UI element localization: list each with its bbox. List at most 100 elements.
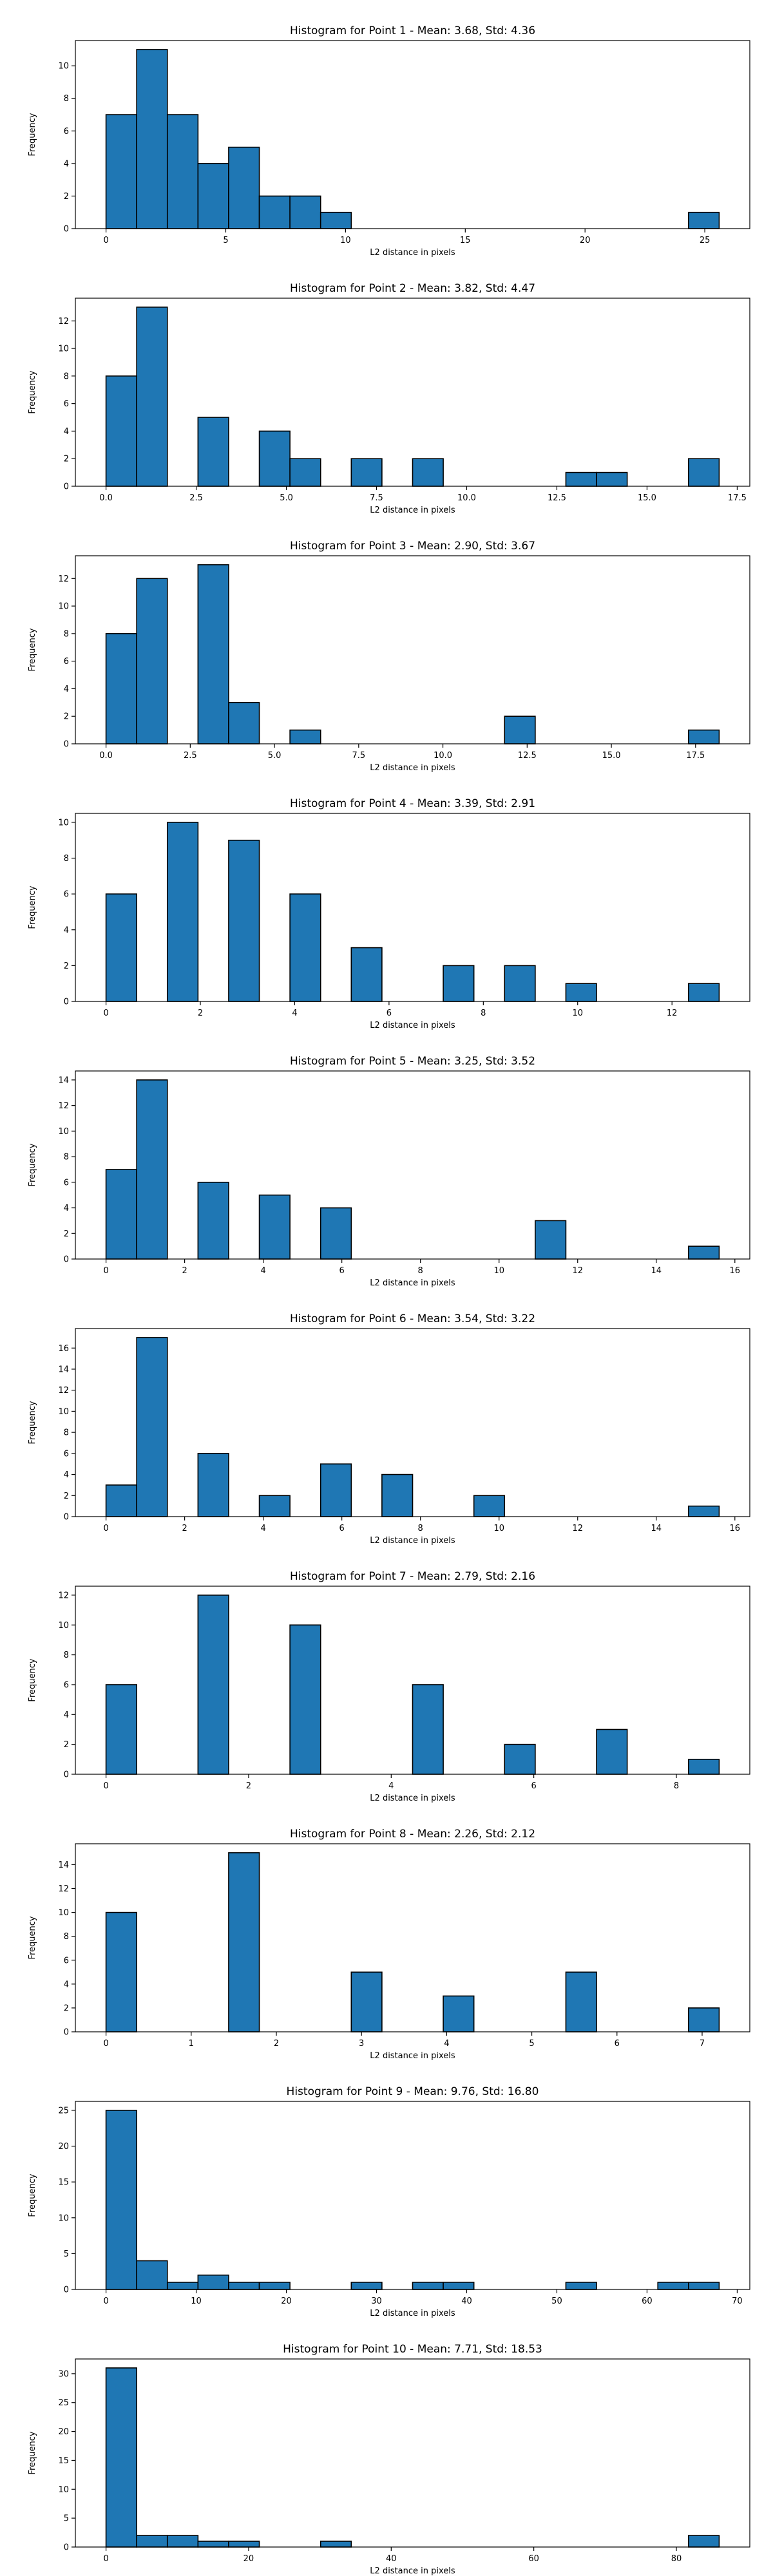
histogram-bar — [688, 729, 720, 744]
histogram-bar — [105, 1169, 137, 1260]
x-tick-label: 12 — [667, 1009, 678, 1018]
histogram-bar — [136, 1079, 168, 1260]
chart-title: Histogram for Point 7 - Mean: 2.79, Std:… — [290, 1570, 535, 1583]
x-tick-label: 6 — [531, 1781, 537, 1791]
histogram-bar — [565, 983, 597, 1002]
y-tick-label: 8 — [64, 629, 69, 639]
plot-frame — [75, 555, 750, 744]
y-tick-label: 6 — [64, 890, 69, 900]
histogram-bar — [688, 2007, 720, 2032]
y-tick-label: 20 — [58, 2427, 69, 2437]
plot-frame — [75, 40, 750, 229]
x-axis-label: L2 distance in pixels — [370, 248, 455, 258]
chart-title: Histogram for Point 4 - Mean: 3.39, Std:… — [290, 797, 535, 810]
histogram-bar — [197, 417, 229, 487]
x-tick-label: 4 — [261, 1266, 266, 1276]
histogram-bar — [105, 2367, 137, 2548]
y-axis-label: Frequency — [28, 2431, 37, 2474]
histogram-bar — [320, 2541, 352, 2548]
y-tick-label: 10 — [58, 345, 69, 354]
x-tick-label: 10 — [493, 1524, 504, 1533]
histogram-bar — [228, 146, 260, 229]
histogram-bar — [105, 1911, 137, 2032]
x-tick-label: 6 — [386, 1009, 392, 1018]
histogram-bar — [289, 458, 321, 487]
histogram-bar — [443, 1995, 475, 2032]
y-tick-label: 6 — [64, 657, 69, 667]
y-tick-label: 15 — [58, 2178, 69, 2188]
y-tick-label: 14 — [58, 1365, 69, 1374]
plot-frame — [75, 298, 750, 487]
y-axis-label: Frequency — [28, 1916, 37, 1959]
x-tick-label: 0 — [103, 2554, 108, 2564]
y-tick-label: 5 — [64, 2249, 69, 2259]
chart-title: Histogram for Point 8 - Mean: 2.26, Std:… — [290, 1828, 535, 1841]
y-tick-label: 16 — [58, 1344, 69, 1354]
plot-frame — [75, 1328, 750, 1517]
x-tick-label: 6 — [339, 1266, 345, 1276]
histogram-bar — [136, 49, 168, 229]
y-axis-label: Frequency — [28, 628, 37, 671]
histogram-bar — [565, 1971, 597, 2032]
y-tick-label: 0 — [64, 1513, 69, 1522]
y-tick-label: 14 — [58, 1075, 69, 1085]
x-tick-label: 15.0 — [602, 751, 621, 761]
histogram-bar — [105, 375, 137, 487]
y-tick-label: 4 — [64, 1980, 69, 1989]
chart-title: Histogram for Point 9 - Mean: 9.76, Std:… — [287, 2085, 539, 2098]
x-axis-label: L2 distance in pixels — [370, 2051, 455, 2061]
x-tick-label: 0 — [103, 1524, 108, 1533]
chart-title: Histogram for Point 1 - Mean: 3.68, Std:… — [290, 24, 535, 37]
x-tick-label: 4 — [388, 1781, 394, 1791]
y-tick-label: 12 — [58, 317, 69, 327]
histogram-bar — [688, 983, 720, 1002]
histogram-bar — [504, 1743, 536, 1775]
y-tick-label: 2 — [64, 1740, 69, 1750]
x-tick-label: 60 — [528, 2554, 539, 2564]
y-axis-label: Frequency — [28, 113, 37, 156]
histogram-bar — [166, 822, 199, 1002]
y-tick-label: 6 — [64, 1956, 69, 1965]
y-tick-label: 2 — [64, 192, 69, 202]
histogram-bar — [657, 2282, 689, 2290]
y-tick-label: 2 — [64, 1229, 69, 1239]
y-tick-label: 4 — [64, 685, 69, 694]
histogram-bar — [350, 1971, 383, 2032]
histogram-bar — [688, 1505, 720, 1517]
histogram-bar — [565, 471, 597, 487]
y-tick-label: 12 — [58, 1101, 69, 1111]
histogram-bar — [197, 564, 229, 744]
y-tick-label: 0 — [64, 2286, 69, 2295]
histogram-bar — [289, 893, 321, 1002]
x-tick-label: 60 — [642, 2297, 653, 2306]
y-tick-label: 8 — [64, 854, 69, 864]
y-tick-label: 8 — [64, 372, 69, 381]
histogram-bar — [228, 1852, 260, 2032]
x-tick-label: 3 — [359, 2039, 364, 2049]
y-axis-label: Frequency — [28, 2174, 37, 2217]
y-tick-label: 8 — [64, 94, 69, 104]
x-tick-label: 20 — [580, 236, 591, 245]
chart-title: Histogram for Point 3 - Mean: 2.90, Std:… — [290, 540, 535, 553]
histogram-bar — [136, 2535, 168, 2548]
plot-frame — [75, 1843, 750, 2032]
histogram-bar — [412, 458, 444, 487]
histogram-bar — [197, 2274, 229, 2290]
y-axis-label: Frequency — [28, 1658, 37, 1701]
histogram-bar — [565, 2282, 597, 2290]
x-tick-label: 4 — [444, 2039, 449, 2049]
chart-title: Histogram for Point 10 - Mean: 7.71, Std… — [283, 2343, 542, 2356]
y-tick-label: 0 — [64, 2028, 69, 2038]
histogram-panel-1: Histogram for Point 1 - Mean: 3.68, Std:… — [28, 24, 750, 258]
y-tick-label: 4 — [64, 1470, 69, 1480]
x-tick-label: 10 — [191, 2297, 202, 2306]
x-axis-label: L2 distance in pixels — [370, 1536, 455, 1546]
plot-frame — [75, 1070, 750, 1260]
histogram-bar — [443, 965, 475, 1002]
y-tick-label: 0 — [64, 482, 69, 492]
x-axis-label: L2 distance in pixels — [370, 1021, 455, 1030]
x-tick-label: 0 — [103, 2039, 108, 2049]
y-tick-label: 10 — [58, 818, 69, 828]
y-tick-label: 0 — [64, 1770, 69, 1780]
